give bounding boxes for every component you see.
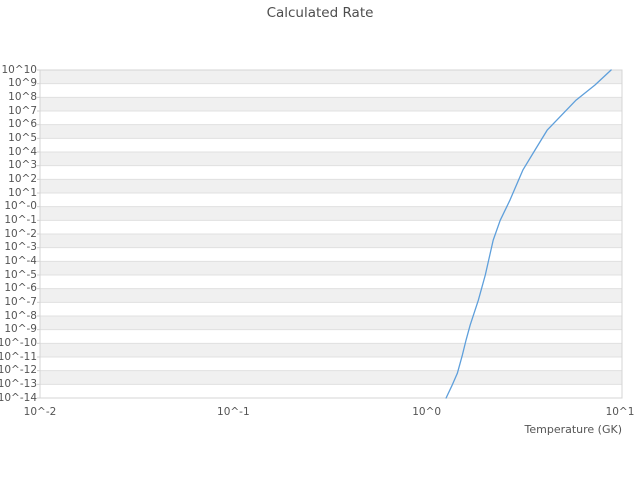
grid-band <box>40 70 622 84</box>
rate-curve-line <box>445 69 612 399</box>
grid-band <box>40 206 622 221</box>
y-tick-label: 10^-1 <box>4 213 37 226</box>
y-tick-label: 10^-9 <box>4 323 37 336</box>
grid-band <box>40 343 622 357</box>
y-tick-label: 10^-3 <box>4 241 37 254</box>
x-tick-label: 10^0 <box>412 406 442 418</box>
y-tick-label: 10^9 <box>8 77 37 90</box>
grid-band <box>40 124 622 139</box>
grid-band <box>40 329 622 344</box>
y-tick-label: 10^1 <box>8 186 37 199</box>
y-tick-label: 10^-10 <box>0 336 37 349</box>
grid-band <box>40 275 622 289</box>
grid-band <box>40 357 622 371</box>
grid-band <box>40 302 622 316</box>
y-tick-label: 10^5 <box>8 131 37 144</box>
grid-band <box>40 234 622 248</box>
y-tick-label: 10^-0 <box>4 200 37 213</box>
y-tick-label: 10^7 <box>8 104 37 117</box>
x-axis-title: Temperature (GK) <box>524 423 623 436</box>
y-tick-label: 10^-8 <box>4 309 37 322</box>
y-tick-label: 10^-14 <box>0 391 37 404</box>
y-tick-label: 10^-5 <box>4 268 37 281</box>
grid-band <box>40 152 622 166</box>
grid-band <box>40 288 622 303</box>
y-tick-label: 10^2 <box>8 172 37 185</box>
grid-band <box>40 316 622 330</box>
y-tick-label: 10^-2 <box>4 227 37 240</box>
grid-band <box>40 111 622 125</box>
y-tick-label: 10^6 <box>8 118 37 131</box>
grid-band <box>40 247 622 262</box>
y-tick-label: 10^-11 <box>0 350 37 363</box>
y-tick-label: 10^-7 <box>4 295 37 308</box>
chart-title: Calculated Rate <box>266 5 374 21</box>
y-tick-label: 10^-12 <box>0 364 37 377</box>
x-tick-label: 10^1 <box>605 406 635 418</box>
grid-band <box>40 165 622 180</box>
y-tick-label: 10^8 <box>8 90 37 103</box>
y-tick-label: 10^-4 <box>4 254 37 267</box>
grid-band <box>40 384 622 398</box>
grid-band <box>40 97 622 111</box>
plot-border <box>39 69 623 399</box>
x-tick-label: 10^-1 <box>217 406 250 418</box>
grid-band <box>40 370 622 385</box>
grid-band <box>40 261 622 275</box>
grid-band <box>40 179 622 193</box>
grid-band <box>40 138 622 152</box>
y-tick-label: 10^-6 <box>4 282 37 295</box>
y-tick-label: 10^4 <box>8 145 37 158</box>
y-tick-label: 10^10 <box>1 63 37 76</box>
grid-band <box>40 83 622 98</box>
x-tick-label: 10^-2 <box>23 406 57 418</box>
y-tick-label: 10^3 <box>8 159 37 172</box>
grid-band <box>40 193 622 207</box>
y-tick-label: 10^-13 <box>0 377 37 390</box>
grid-band <box>40 220 622 234</box>
